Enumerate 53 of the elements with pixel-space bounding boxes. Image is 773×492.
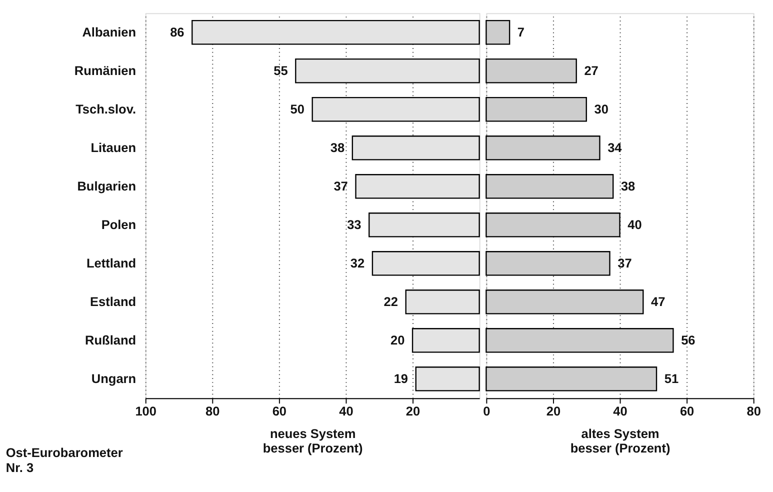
x-tick-label: 0 — [483, 403, 490, 418]
x-tick-label: 60 — [272, 403, 287, 418]
x-tick-label: 20 — [406, 403, 420, 418]
y-tick-label: Rumänien — [74, 62, 136, 78]
data-label: 19 — [394, 370, 408, 386]
data-label: 55 — [274, 62, 288, 78]
bar — [486, 328, 674, 353]
x-tick-label: 40 — [613, 403, 628, 418]
data-label: 50 — [290, 101, 304, 116]
x-tick-label: 20 — [546, 403, 561, 418]
bar — [486, 290, 644, 314]
y-tick-label: Bulgarien — [77, 178, 136, 194]
y-tick-label: Litauen — [90, 140, 136, 155]
y-tick-label: Polen — [101, 216, 136, 232]
bar — [486, 251, 610, 276]
data-label: 38 — [330, 140, 345, 155]
y-tick-label: Albanien — [82, 24, 136, 40]
bar — [486, 212, 620, 238]
data-label: 47 — [651, 294, 666, 309]
x-tick-label: 40 — [339, 403, 354, 418]
x-tick-label: 100 — [135, 403, 156, 418]
x-axis-title: neues System besser (Prozent) — [262, 426, 363, 456]
data-label: 37 — [618, 255, 632, 270]
y-tick-label: Rußland — [85, 332, 136, 348]
bar — [486, 58, 577, 84]
data-label: 51 — [664, 370, 679, 386]
x-axis-title: altes System besser (Prozent) — [570, 426, 670, 456]
data-label: 20 — [390, 332, 405, 348]
data-label: 38 — [620, 178, 636, 194]
data-label: 33 — [347, 216, 362, 232]
data-label: 22 — [384, 294, 398, 309]
data-label: 86 — [170, 24, 184, 40]
data-label: 37 — [334, 178, 348, 194]
data-label: 34 — [608, 140, 623, 155]
bar — [486, 97, 587, 122]
data-label: 27 — [584, 62, 598, 78]
data-label: 7 — [517, 24, 525, 40]
data-label: 30 — [594, 101, 608, 116]
x-tick-label: 80 — [746, 403, 761, 418]
y-tick-label: Ungarn — [91, 370, 136, 386]
y-tick-label: Estland — [90, 294, 136, 309]
bar — [486, 136, 600, 160]
data-label: 32 — [350, 255, 365, 270]
x-tick-label: 80 — [206, 403, 220, 418]
x-tick-label: 60 — [680, 403, 694, 418]
y-tick-label: Lettland — [86, 255, 136, 270]
data-label: 56 — [681, 332, 696, 348]
bar — [486, 20, 510, 45]
y-tick-label: Tsch.slov. — [76, 101, 136, 116]
data-label: 40 — [628, 216, 642, 232]
bar — [486, 174, 614, 199]
bar — [486, 366, 658, 392]
text: Ost-Eurobarometer Nr. 3 — [6, 445, 123, 475]
